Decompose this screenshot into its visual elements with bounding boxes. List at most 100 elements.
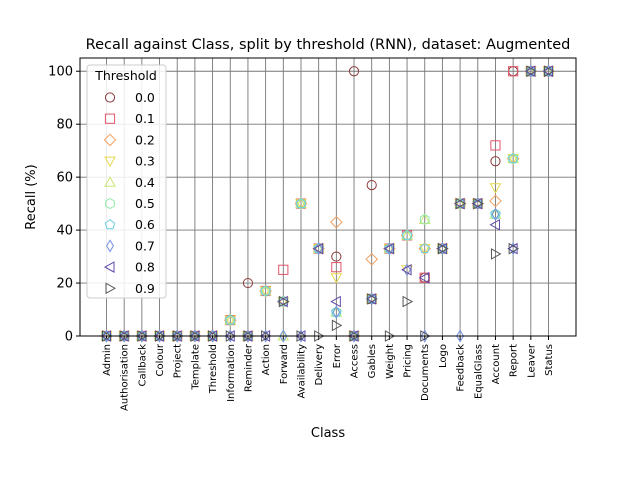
legend-label: 0.1: [135, 111, 155, 126]
y-axis-label: Recall (%): [24, 164, 39, 229]
point-0.0-Account: [490, 156, 501, 167]
legend-label: 0.6: [135, 217, 155, 232]
y-tick-label: 40: [56, 224, 73, 239]
y-tick-label: 100: [48, 65, 73, 80]
plot-frame: [79, 57, 577, 337]
point-0.5-Availability: [296, 198, 306, 210]
point-0.8-Documents: [418, 271, 430, 284]
x-tick-label: Delivery: [314, 344, 325, 386]
point-0.2-Error: [330, 215, 343, 229]
y-tick-label: 20: [56, 277, 73, 292]
point-0.8-Weight: [383, 242, 394, 255]
legend-label: 0.2: [135, 132, 155, 147]
point-0.2-Account: [489, 194, 502, 208]
legend-label: 0.5: [135, 196, 155, 211]
legend-marker-0.5: [105, 197, 115, 210]
x-tick-label: Information: [226, 344, 237, 402]
series-0.3: [100, 66, 555, 343]
point-0.9-Logo: [437, 242, 449, 255]
point-0.1-Forward: [278, 264, 289, 275]
legend-label: 0.3: [135, 154, 155, 169]
series-0.0: [101, 66, 554, 342]
legend-marker-0.3: [104, 156, 116, 168]
x-tick-label: Leaver: [526, 343, 537, 378]
point-0.0-Gables: [366, 179, 377, 191]
point-0.6-Account: [490, 208, 501, 219]
point-0.4-Documents: [418, 213, 431, 225]
point-0.0-Access: [348, 66, 360, 77]
x-tick-label: Logo: [438, 344, 449, 368]
point-0.9-EqualGlass: [473, 197, 484, 210]
point-0.6-Action: [260, 285, 271, 296]
point-0.7-Forward: [279, 329, 288, 343]
point-0.1-Report: [508, 66, 519, 77]
point-0.6-Report: [507, 152, 519, 164]
x-tick-label: Forward: [279, 344, 290, 384]
x-tick-label: Documents: [420, 344, 431, 401]
legend-title: Threshold: [94, 68, 157, 83]
x-tick-label: Account: [491, 344, 502, 384]
x-axis-label: Class: [311, 426, 345, 441]
legend-label: 0.0: [135, 90, 155, 105]
x-tick-label: Reminder: [243, 343, 254, 392]
legend-marker-0.7: [106, 239, 114, 253]
x-tick-label: Availability: [296, 344, 307, 399]
legend-marker-0.8: [103, 261, 115, 273]
point-0.0-Reminder: [242, 277, 254, 289]
series-0.8: [100, 65, 553, 342]
point-0.6-Information: [224, 314, 236, 325]
series-0.2: [100, 64, 555, 343]
legend-marker-0.4: [104, 176, 116, 187]
point-0.5-Documents: [419, 213, 430, 226]
point-0.8-Delivery: [312, 242, 324, 255]
x-tick-label: Status: [544, 344, 555, 376]
point-0.9-Pricing: [402, 295, 414, 308]
point-0.3-Error: [330, 273, 343, 284]
point-0.6-Documents: [419, 243, 431, 254]
x-tick-label: Project: [173, 344, 184, 378]
x-tick-label: Access: [350, 344, 361, 378]
legend: Threshold 0.0 0.1 0.2 0.3 0.4 0.5 0.6 0.7 0.8 0.9: [86, 64, 167, 299]
x-tick-label: Authorisation: [120, 344, 131, 411]
series-0.6: [101, 65, 554, 341]
point-0.5-Pricing: [402, 229, 412, 241]
series-0.1: [101, 66, 554, 342]
point-0.8-Pricing: [401, 263, 412, 276]
point-0.6-Pricing: [401, 229, 413, 240]
legend-marker-0.1: [104, 113, 116, 124]
legend-label: 0.8: [135, 260, 155, 275]
y-axis-ticks: 0 20 40 60 80 100: [48, 65, 80, 345]
x-tick-label: Error: [332, 343, 343, 368]
data-points: [100, 64, 555, 343]
legend-marker-0.9: [105, 282, 117, 295]
x-tick-label: Threshold: [208, 344, 219, 394]
point-0.8-Account: [489, 218, 500, 231]
point-0.1-Account: [490, 140, 501, 151]
point-0.9-Leaver: [526, 65, 537, 78]
point-0.5-Action: [260, 285, 271, 297]
x-tick-label: Template: [190, 344, 201, 391]
legend-marker-0.0: [104, 92, 116, 103]
series-0.9: [102, 65, 555, 342]
legend-marker-0.6: [104, 219, 116, 230]
x-tick-label: Callback: [137, 344, 148, 387]
point-0.9-Feedback: [455, 197, 467, 210]
point-0.9-Status: [544, 65, 555, 78]
point-0.9-Error: [331, 319, 343, 332]
x-tick-label: Action: [261, 344, 272, 375]
series-0.7: [102, 64, 553, 343]
x-axis-ticks: Admin Authorisation Callback Colour Project T…: [102, 336, 555, 411]
y-tick-label: 0: [65, 330, 73, 345]
x-tick-label: Weight: [385, 344, 396, 379]
series-0.5: [101, 65, 554, 342]
x-tick-label: Colour: [155, 343, 166, 376]
legend-label: 0.7: [135, 238, 155, 253]
y-tick-label: 80: [56, 118, 73, 133]
point-0.3-Documents: [418, 244, 431, 255]
point-0.0-Error: [331, 251, 342, 262]
point-0.9-Gables: [367, 293, 378, 305]
x-tick-label: Report: [509, 344, 520, 377]
chart-title: Recall against Class, split by threshold…: [86, 37, 571, 53]
point-0.3-Account: [489, 183, 502, 194]
